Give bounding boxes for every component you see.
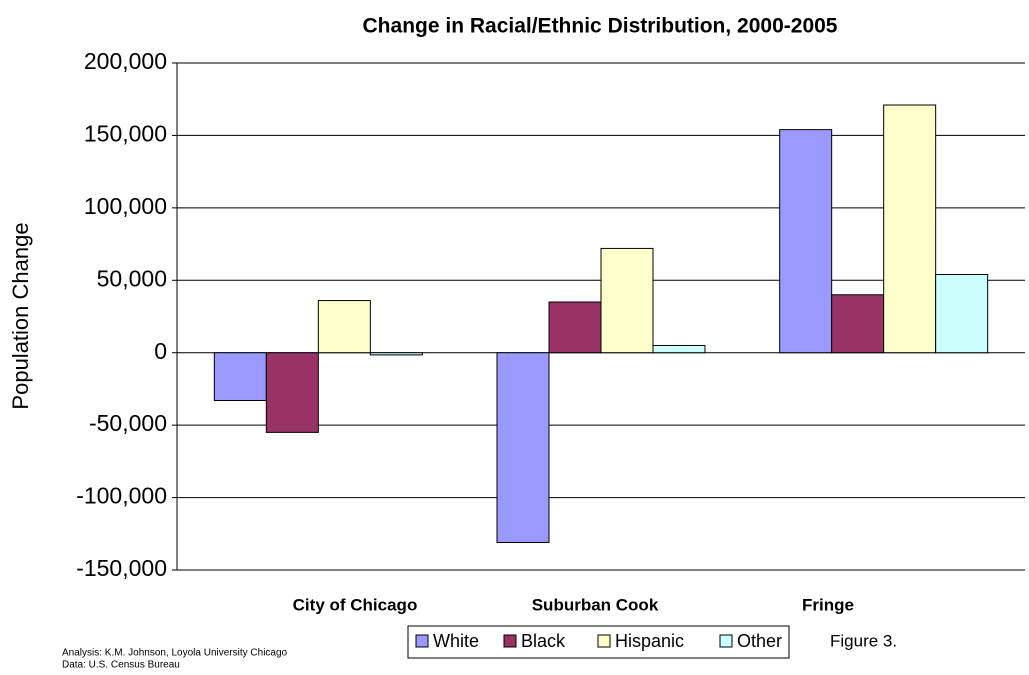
legend-swatch (597, 634, 611, 648)
legend-swatch (503, 634, 517, 648)
y-tick-label: 0 (154, 338, 167, 364)
bar (831, 294, 885, 354)
legend-swatch (719, 634, 733, 648)
figure-label: Figure 3. (830, 631, 897, 650)
y-tick-label: -150,000 (76, 555, 167, 581)
legend-swatch (415, 634, 429, 648)
legend-label: Black (521, 631, 566, 651)
y-axis-label: Population Change (8, 222, 33, 409)
y-tick-label: -100,000 (76, 483, 167, 509)
bar (317, 300, 371, 354)
x-tick-label: Suburban Cook (532, 595, 659, 614)
bar (369, 352, 423, 356)
y-tick-label: -50,000 (89, 410, 167, 436)
legend-label: White (433, 631, 479, 651)
y-tick-label: 100,000 (84, 193, 167, 219)
y-tick-label: 150,000 (84, 121, 167, 147)
y-tick-label: 50,000 (97, 265, 167, 291)
bar (600, 247, 654, 354)
chart-title: Change in Racial/Ethnic Distribution, 20… (363, 15, 838, 38)
legend-label: Other (737, 631, 782, 651)
bar (213, 352, 267, 402)
bar (496, 352, 550, 543)
x-tick-label: Fringe (802, 595, 854, 614)
bar (548, 301, 602, 354)
source-line: Analysis: K.M. Johnson, Loyola Universit… (62, 648, 288, 659)
legend-label: Hispanic (615, 631, 684, 651)
bar (779, 129, 833, 354)
bar (935, 273, 989, 354)
bar (652, 344, 706, 354)
bar (883, 104, 937, 354)
bar (265, 352, 319, 433)
x-tick-label: City of Chicago (293, 595, 418, 614)
source-line: Data: U.S. Census Bureau (62, 660, 180, 671)
y-tick-label: 200,000 (84, 48, 167, 74)
